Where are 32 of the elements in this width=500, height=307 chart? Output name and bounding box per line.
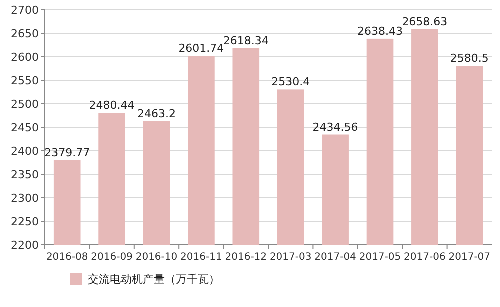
data-label: 2530.4 (272, 76, 310, 89)
y-tick-label: 2200 (11, 239, 39, 252)
data-label: 2618.34 (223, 34, 269, 48)
data-label: 2658.63 (402, 15, 448, 28)
x-tick-label: 2017-06 (404, 252, 446, 263)
y-tick-label: 2500 (11, 98, 39, 111)
y-tick-label: 2300 (11, 192, 39, 205)
y-tick-label: 2550 (11, 74, 39, 88)
x-tick-label: 2017-03 (270, 252, 312, 263)
y-tick-label: 2700 (11, 4, 39, 17)
data-label: 2434.56 (312, 120, 358, 134)
data-label: 2580.5 (450, 52, 489, 66)
y-tick-label: 2600 (11, 51, 39, 64)
x-tick-label: 2017-05 (359, 252, 402, 263)
y-tick-label: 2450 (11, 122, 39, 134)
x-tick-label: 2016-08 (46, 252, 88, 263)
x-tick-label: 2016-12 (225, 252, 268, 263)
data-label: 2480.44 (89, 99, 135, 112)
y-tick-label: 2250 (11, 216, 39, 228)
x-tick-label: 2016-09 (91, 252, 133, 263)
x-tick-label: 2017-07 (448, 252, 491, 263)
y-tick-label: 2650 (11, 28, 39, 40)
x-tick-label: 2016-11 (180, 252, 222, 263)
data-label: 2463.2 (138, 107, 176, 120)
data-label: 2379.77 (44, 146, 90, 160)
data-label: 2601.74 (178, 42, 224, 56)
y-tick-label: 2350 (11, 168, 39, 182)
x-tick-label: 2016-10 (136, 252, 178, 263)
data-label: 2638.43 (358, 24, 403, 38)
x-tick-label: 2017-04 (314, 252, 356, 263)
y-tick-label: 2400 (11, 145, 39, 158)
legend-label: 交流电动机产量（万千瓦） (88, 273, 220, 286)
